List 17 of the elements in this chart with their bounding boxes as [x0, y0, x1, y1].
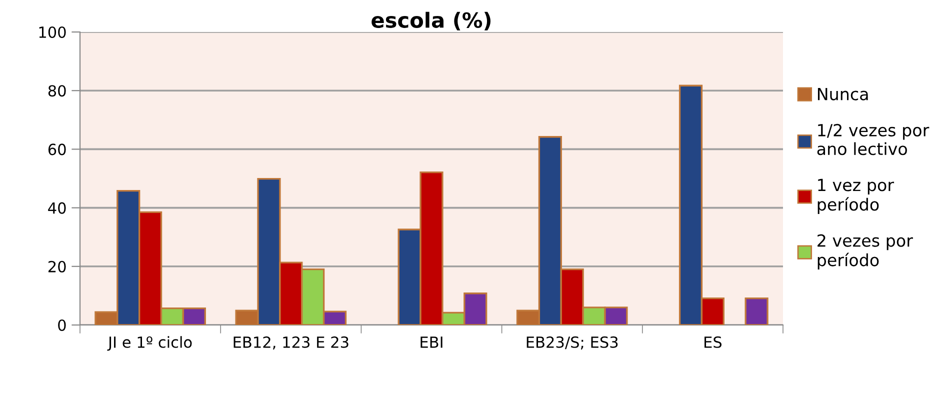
y-tick-label: 100: [39, 26, 66, 38]
y-tick-label: 40: [48, 202, 66, 214]
legend-label: 1 vez por período: [818, 178, 894, 214]
x-tick-label: EB12, 123 E 23: [234, 336, 348, 350]
legend-label: 2 vezes por período: [818, 234, 913, 270]
legend-label: 1/2 vezes por ano lectivo: [817, 124, 930, 156]
x-tick-label: EBI: [420, 336, 442, 348]
legend-label: Nunca: [818, 88, 868, 100]
chart-title: escola (%): [372, 12, 490, 30]
x-tick-label: ES: [704, 336, 722, 348]
y-tick-label: 80: [48, 85, 66, 97]
bar: [744, 298, 768, 325]
y-tick-label: 0: [58, 319, 66, 332]
x-tick-label: EB23/S; ES3: [526, 336, 618, 350]
y-tick-label: 20: [48, 260, 66, 272]
x-tick-label: JI e 1º ciclo: [107, 336, 192, 351]
y-tick-label: 60: [48, 144, 66, 156]
